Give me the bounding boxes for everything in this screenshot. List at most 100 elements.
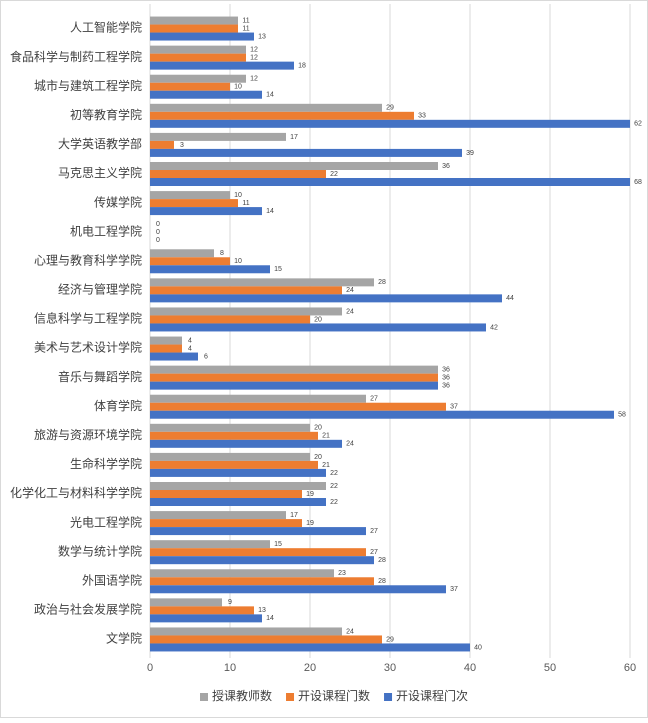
bar <box>150 53 246 62</box>
bar <box>150 278 374 287</box>
bar <box>150 265 270 274</box>
x-tick-label: 50 <box>544 662 556 674</box>
data-label: 14 <box>266 615 274 622</box>
data-label: 21 <box>322 462 330 469</box>
data-label: 22 <box>330 499 338 506</box>
bar <box>150 460 318 469</box>
data-label: 33 <box>418 113 426 120</box>
bar <box>150 199 238 208</box>
bar <box>150 32 254 41</box>
data-label: 37 <box>450 586 458 593</box>
bar <box>150 598 222 607</box>
y-tick-label: 光电工程学院 <box>70 514 142 529</box>
data-label: 28 <box>378 578 386 585</box>
bar <box>150 307 342 316</box>
x-tick-label: 10 <box>224 662 236 674</box>
data-label: 22 <box>330 483 338 490</box>
bar <box>150 577 374 586</box>
x-tick-label: 30 <box>384 662 396 674</box>
bar <box>150 336 182 345</box>
y-tick-label: 信息科学与工程学院 <box>34 311 142 326</box>
data-label: 15 <box>274 266 282 273</box>
data-label: 24 <box>346 287 354 294</box>
data-label: 3 <box>180 142 184 149</box>
bar <box>150 103 382 112</box>
bar <box>150 286 342 295</box>
y-tick-label: 初等教育学院 <box>70 107 142 122</box>
bar <box>150 82 230 91</box>
bar <box>150 257 230 266</box>
data-label: 12 <box>250 54 258 61</box>
bar <box>150 643 470 652</box>
data-label: 36 <box>442 382 450 389</box>
data-label: 39 <box>466 150 474 157</box>
data-label: 13 <box>258 33 266 40</box>
data-label: 11 <box>242 25 249 32</box>
data-label: 42 <box>490 324 498 331</box>
y-tick-label: 马克思主义学院 <box>58 165 142 180</box>
data-label: 44 <box>506 295 514 302</box>
bar <box>150 140 174 149</box>
bar <box>150 498 326 506</box>
data-label: 62 <box>634 121 642 128</box>
data-label: 0 <box>156 221 160 228</box>
data-label: 20 <box>314 425 322 432</box>
data-label: 8 <box>220 250 224 257</box>
data-label: 12 <box>250 46 258 53</box>
bar <box>150 352 198 361</box>
bar <box>150 540 270 549</box>
bar <box>150 162 438 170</box>
legend-label: 开设课程门次 <box>396 688 468 703</box>
data-label: 36 <box>442 366 450 373</box>
data-label: 15 <box>274 541 282 548</box>
bar <box>150 410 614 419</box>
data-label: 14 <box>266 92 274 99</box>
bar <box>150 365 438 374</box>
legend-label: 开设课程门数 <box>298 688 370 703</box>
bar <box>150 344 182 353</box>
data-label: 27 <box>370 528 378 535</box>
data-label: 22 <box>330 470 338 477</box>
data-label: 36 <box>442 374 450 381</box>
data-label: 27 <box>370 549 378 556</box>
bar <box>150 627 342 636</box>
bar <box>150 373 438 382</box>
data-label: 12 <box>250 76 258 83</box>
data-label: 9 <box>228 599 232 606</box>
legend-swatch <box>384 693 393 701</box>
data-label: 13 <box>258 607 266 614</box>
data-label: 27 <box>370 396 378 403</box>
y-tick-label: 心理与教育科学学院 <box>34 252 142 267</box>
data-label: 0 <box>156 237 160 244</box>
y-tick-label: 化学化工与材料科学学院 <box>10 485 142 500</box>
data-label: 17 <box>290 134 298 141</box>
bar <box>150 90 262 99</box>
data-label: 18 <box>298 62 306 69</box>
bar <box>150 249 214 258</box>
data-label: 14 <box>266 208 274 215</box>
y-tick-label: 人工智能学院 <box>70 20 142 35</box>
data-label: 24 <box>346 628 354 635</box>
x-tick-label: 40 <box>464 662 476 674</box>
y-tick-label: 文学院 <box>106 631 142 646</box>
x-tick-label: 0 <box>147 662 153 674</box>
y-tick-label: 美术与艺术设计学院 <box>34 340 142 355</box>
bar <box>150 585 446 594</box>
bar <box>150 556 374 565</box>
data-label: 24 <box>346 441 354 448</box>
data-label: 36 <box>442 163 450 170</box>
y-tick-label: 外国语学院 <box>82 572 142 587</box>
bar <box>150 74 246 83</box>
data-label: 68 <box>634 179 642 186</box>
data-label: 20 <box>314 316 322 323</box>
y-tick-label: 食品科学与制药工程学院 <box>10 49 142 64</box>
data-label: 10 <box>234 192 242 199</box>
bar <box>150 148 462 157</box>
data-label: 28 <box>378 557 386 564</box>
y-tick-label: 经济与管理学院 <box>58 282 142 297</box>
bar <box>150 519 302 528</box>
data-label: 11 <box>242 200 249 207</box>
bar <box>150 482 326 490</box>
y-tick-label: 旅游与资源环境学院 <box>34 427 142 442</box>
